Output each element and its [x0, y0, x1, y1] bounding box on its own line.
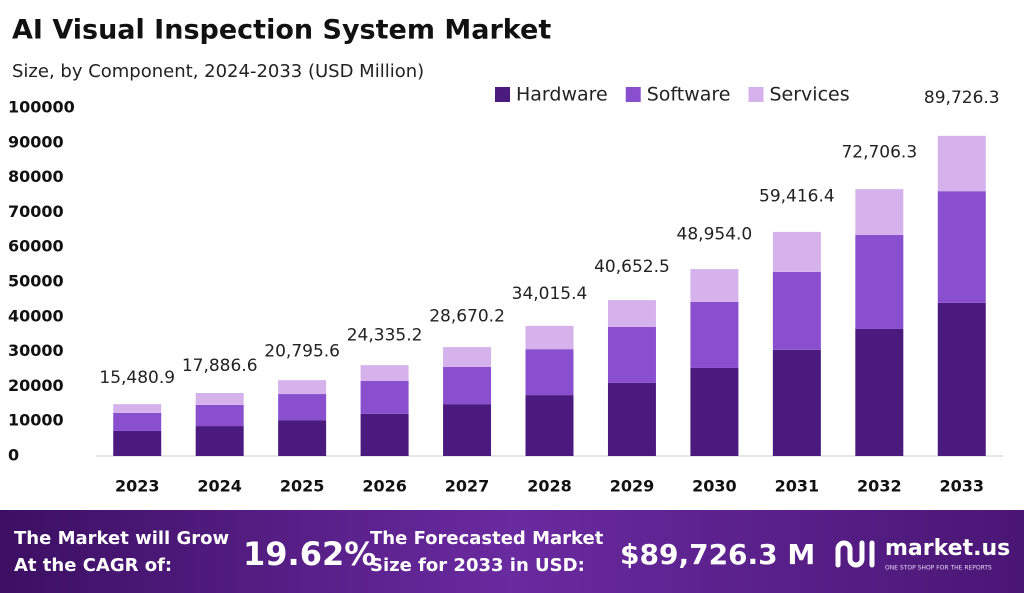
- bar-segment: [443, 347, 492, 367]
- x-tick-label: 2032: [857, 477, 902, 496]
- y-tick-label: 0: [8, 446, 19, 465]
- y-tick-label: 90000: [8, 132, 64, 151]
- bar-segment: [690, 367, 739, 456]
- bar-segment: [607, 382, 656, 456]
- bar-segment: [607, 300, 656, 327]
- x-tick-label: 2033: [940, 477, 985, 496]
- total-label: 89,726.3: [924, 88, 1000, 108]
- brand-tagline: ONE STOP SHOP FOR THE REPORTS: [885, 565, 992, 572]
- bar-segment: [525, 325, 574, 350]
- y-tick-label: 60000: [8, 237, 64, 256]
- bar-segment: [937, 191, 986, 303]
- y-tick-label: 80000: [8, 167, 64, 186]
- y-tick-label: 70000: [8, 202, 64, 221]
- x-tick-label: 2024: [197, 477, 242, 496]
- bar-segment: [360, 380, 409, 414]
- y-tick-label: 40000: [8, 306, 64, 325]
- bar-segment: [855, 235, 904, 329]
- total-label: 28,670.2: [429, 306, 505, 326]
- total-label: 24,335.2: [347, 326, 423, 346]
- x-tick-label: 2028: [527, 477, 572, 496]
- bar-segment: [525, 395, 574, 456]
- x-tick-label: 2031: [775, 477, 820, 496]
- x-tick-label: 2027: [445, 477, 490, 496]
- bar-segment: [690, 301, 739, 368]
- forecast-text: Size for 2033 in USD:: [370, 555, 585, 576]
- footer-banner: [0, 510, 1024, 593]
- total-label: 17,886.6: [182, 356, 258, 376]
- bar-segment: [772, 231, 821, 272]
- forecast-value: $89,726.3 M: [620, 538, 815, 571]
- cagr-value: 19.62%: [243, 535, 376, 573]
- bar-segment: [607, 326, 656, 383]
- chart-title: AI Visual Inspection System Market: [12, 15, 551, 46]
- total-label: 40,652.5: [594, 257, 670, 277]
- forecast-text: The Forecasted Market: [370, 528, 604, 549]
- brand-name: market.us: [885, 536, 1010, 561]
- x-tick-label: 2023: [115, 477, 160, 496]
- bar-segment: [278, 380, 327, 395]
- x-tick-label: 2025: [280, 477, 325, 496]
- total-label: 59,416.4: [759, 186, 835, 206]
- y-tick-label: 100000: [8, 98, 75, 117]
- bar-segment: [278, 420, 327, 456]
- x-tick-label: 2026: [362, 477, 407, 496]
- bar-segment: [113, 412, 162, 431]
- bar-segment: [855, 189, 904, 236]
- bar-segment: [855, 328, 904, 456]
- y-tick-label: 10000: [8, 411, 64, 430]
- cagr-text: The Market will Grow: [14, 528, 229, 549]
- bar-segment: [113, 430, 162, 456]
- chart-subtitle: Size, by Component, 2024-2033 (USD Milli…: [12, 61, 424, 82]
- legend-label: Hardware: [516, 84, 608, 106]
- bar-segment: [195, 404, 244, 427]
- bar-segment: [937, 135, 986, 192]
- cagr-text: At the CAGR of:: [14, 555, 172, 576]
- legend-swatch: [495, 87, 510, 102]
- total-label: 34,015.4: [512, 284, 588, 304]
- bar-segment: [360, 365, 409, 381]
- total-label: 20,795.6: [264, 342, 340, 362]
- y-tick-label: 50000: [8, 272, 64, 291]
- y-tick-label: 30000: [8, 341, 64, 360]
- bar-segment: [937, 302, 986, 456]
- total-label: 15,480.9: [99, 368, 175, 388]
- bar-segment: [113, 404, 162, 413]
- x-tick-label: 2030: [692, 477, 737, 496]
- total-label: 48,954.0: [677, 225, 753, 245]
- brand-logo: [835, 540, 875, 568]
- bar-segment: [525, 349, 574, 396]
- bar-segment: [195, 426, 244, 456]
- bar-segment: [443, 366, 492, 405]
- legend-swatch: [748, 87, 764, 102]
- bar-segment: [443, 404, 492, 456]
- legend-swatch: [625, 87, 641, 102]
- x-tick-label: 2029: [610, 477, 655, 496]
- bar-segment: [278, 394, 327, 421]
- bar-segment: [360, 413, 409, 456]
- bar-segment: [772, 349, 821, 456]
- legend-label: Software: [647, 84, 731, 106]
- y-tick-label: 20000: [8, 376, 64, 395]
- bar-segment: [772, 271, 821, 350]
- legend-label: Services: [770, 84, 850, 106]
- plot: 0 10000 20000 30000 40000 50000 60000 70000 8000…: [8, 84, 1003, 496]
- bar-segment: [690, 269, 739, 302]
- total-label: 72,706.3: [841, 142, 917, 162]
- bar-segment: [195, 393, 244, 405]
